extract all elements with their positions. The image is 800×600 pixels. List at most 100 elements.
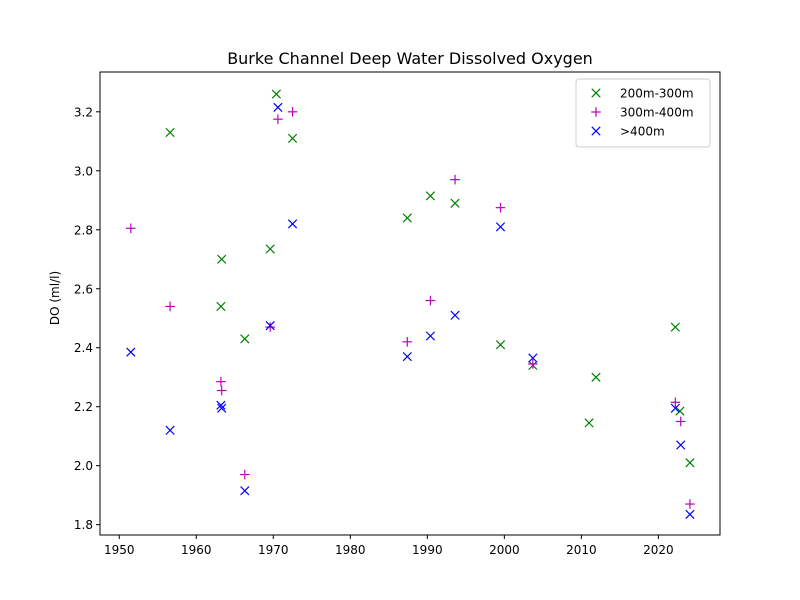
marker-stroke (584, 418, 594, 428)
marker-stroke (591, 88, 601, 98)
series-1 (126, 107, 695, 509)
data-point (240, 334, 250, 344)
chart-title: Burke Channel Deep Water Dissolved Oxyge… (227, 49, 593, 68)
data-point (216, 400, 226, 410)
data-point (216, 301, 226, 312)
data-point (450, 174, 460, 185)
data-point (495, 202, 506, 213)
data-point (126, 223, 136, 234)
x-tick-label: 2000 (489, 543, 520, 557)
data-point (670, 397, 681, 408)
legend-label: 200m-300m (620, 87, 694, 101)
marker-stroke (675, 406, 685, 416)
data-point (216, 376, 226, 387)
x-tick-label: 1980 (335, 543, 366, 557)
data-point (273, 114, 283, 124)
data-point (273, 102, 283, 113)
marker-stroke (528, 353, 538, 363)
marker-stroke (165, 425, 175, 435)
series-0 (165, 89, 695, 468)
data-point (402, 337, 413, 347)
marker-stroke (402, 351, 412, 362)
data-point (165, 127, 175, 138)
marker-stroke (676, 440, 686, 450)
data-point (495, 340, 506, 350)
marker-stroke (287, 133, 298, 143)
data-point (528, 353, 538, 363)
data-point (528, 359, 538, 369)
data-point (126, 347, 136, 357)
data-point (402, 213, 412, 223)
x-tick-label: 1950 (104, 543, 135, 557)
data-point (240, 486, 250, 496)
marker-stroke (273, 102, 283, 113)
marker-stroke (216, 400, 226, 410)
y-tick-label: 3.0 (74, 164, 93, 178)
plot-frame (99, 71, 721, 536)
data-point (591, 372, 601, 382)
data-point (265, 320, 275, 331)
marker-stroke (591, 126, 601, 136)
marker-stroke (591, 372, 601, 382)
axes: 1950 1960 1970 1980 1990 2000 2010 2020 1.8 2.0 2.… (74, 71, 721, 557)
legend: 200m-300m 300m-400m >400m (575, 78, 711, 148)
plot-area (126, 89, 695, 519)
legend-label: >400m (620, 125, 665, 139)
data-point (670, 322, 680, 332)
marker-stroke (240, 486, 250, 496)
data-point (685, 499, 695, 509)
data-point (425, 191, 436, 201)
marker-stroke (670, 322, 680, 332)
data-point (239, 469, 250, 480)
y-tick-label: 2.4 (74, 341, 93, 355)
marker-stroke (216, 301, 226, 312)
legend-box (575, 78, 711, 148)
marker-stroke (495, 222, 506, 232)
marker-stroke (670, 403, 680, 413)
marker-stroke (450, 198, 460, 208)
marker-stroke (265, 244, 275, 254)
marker-stroke (240, 334, 250, 344)
data-point (425, 295, 436, 306)
data-point (675, 406, 685, 416)
x-tick-label: 1990 (412, 543, 443, 557)
data-point (675, 416, 686, 427)
marker-stroke (165, 127, 175, 138)
y-tick-label: 3.2 (74, 105, 93, 119)
data-point (676, 440, 686, 450)
legend-entry: 200m-300m (591, 87, 694, 101)
marker-stroke (685, 509, 695, 519)
data-point (495, 222, 506, 232)
data-point (450, 310, 460, 320)
y-tick-label: 2.2 (74, 400, 93, 414)
data-point (165, 301, 175, 312)
data-point (450, 198, 460, 208)
y-axis-label: DO (ml/l) (48, 271, 62, 325)
x-tick-label: 2020 (643, 543, 674, 557)
marker-stroke (265, 320, 275, 331)
x-tick-label: 1960 (181, 543, 212, 557)
marker-stroke (271, 89, 281, 99)
marker-stroke (217, 403, 227, 413)
y-tick-label: 1.8 (74, 518, 93, 532)
marker-stroke (495, 340, 506, 350)
legend-marker (591, 126, 601, 136)
series-2 (126, 102, 695, 519)
data-point (271, 89, 281, 99)
data-point (287, 219, 298, 229)
data-point (685, 509, 695, 519)
legend-marker (591, 88, 601, 98)
data-point (265, 322, 276, 332)
data-point (217, 403, 227, 413)
data-point (217, 254, 227, 264)
data-point (670, 403, 680, 413)
legend-label: 300m-400m (620, 106, 694, 120)
marker-stroke (685, 458, 695, 468)
legend-entry: >400m (591, 125, 665, 139)
marker-stroke (287, 219, 298, 229)
data-point (287, 133, 298, 143)
data-point (685, 458, 695, 468)
marker-stroke (217, 254, 227, 264)
